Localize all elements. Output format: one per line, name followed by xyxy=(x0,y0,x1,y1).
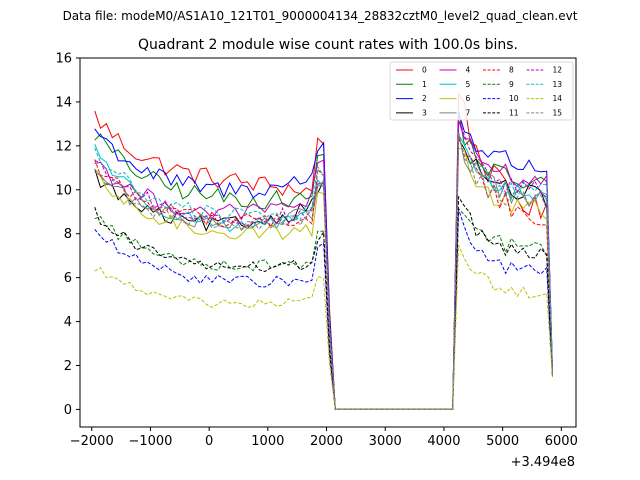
legend-label: 5 xyxy=(466,80,471,89)
x-tick-label: −1000 xyxy=(128,434,172,449)
y-tick-label: 10 xyxy=(55,183,72,198)
x-tick-label: 6000 xyxy=(545,434,578,449)
legend-label: 2 xyxy=(422,94,427,103)
series-line-10 xyxy=(94,209,553,410)
legend-label: 15 xyxy=(553,109,563,118)
series-line-4 xyxy=(94,120,553,410)
legend-label: 0 xyxy=(422,66,427,75)
x-tick-label: 2000 xyxy=(310,434,343,449)
legend-box xyxy=(389,61,574,121)
plot-frame xyxy=(79,57,577,428)
x-tick-label: 4000 xyxy=(427,434,460,449)
y-tick-label: 12 xyxy=(55,139,72,154)
legend-label: 13 xyxy=(553,80,563,89)
x-tick-label: 5000 xyxy=(486,434,519,449)
chart-title: Quadrant 2 module wise count rates with … xyxy=(138,37,518,53)
series-line-2 xyxy=(94,112,553,410)
legend-label: 3 xyxy=(422,109,427,118)
legend-label: 6 xyxy=(466,94,471,103)
x-offset-label: +3.494e8 xyxy=(511,455,575,470)
figure-suptitle: Data file: modeM0/AS1A10_121T01_90000041… xyxy=(63,9,578,23)
legend-label: 14 xyxy=(553,94,563,103)
legend-label: 7 xyxy=(466,109,471,118)
x-tick-label: 3000 xyxy=(369,434,402,449)
y-tick-label: 8 xyxy=(64,227,72,242)
legend-label: 11 xyxy=(509,109,519,118)
y-tick-label: 0 xyxy=(64,403,72,418)
x-tick-label: 0 xyxy=(205,434,213,449)
legend-label: 1 xyxy=(422,80,427,89)
y-tick-label: 14 xyxy=(55,95,72,110)
series-line-15 xyxy=(94,132,553,410)
series-line-11 xyxy=(94,195,553,410)
series-layer xyxy=(94,92,553,410)
legend-label: 8 xyxy=(509,66,514,75)
series-line-9 xyxy=(94,207,553,410)
legend-label: 12 xyxy=(553,66,563,75)
y-tick-label: 4 xyxy=(64,315,72,330)
y-tick-label: 6 xyxy=(64,271,72,286)
series-line-14 xyxy=(94,244,553,410)
legend-label: 10 xyxy=(509,94,519,103)
legend-label: 9 xyxy=(509,80,514,89)
y-tick-label: 16 xyxy=(55,52,72,67)
series-line-13 xyxy=(94,131,553,410)
x-tick-label: 1000 xyxy=(251,434,284,449)
axes-layer: −2000 −1000 0 1000 2000 3000 4000 5000 6000 0 2 4 6 8… xyxy=(55,52,577,450)
y-tick-label: 2 xyxy=(64,359,72,374)
x-tick-label: −2000 xyxy=(70,434,114,449)
legend-label: 4 xyxy=(466,66,471,75)
